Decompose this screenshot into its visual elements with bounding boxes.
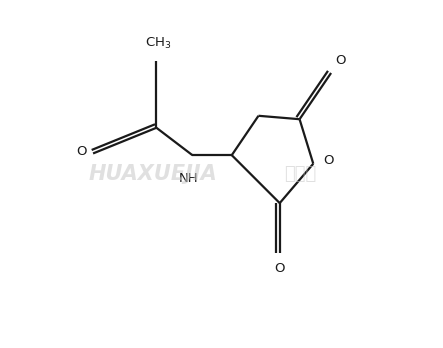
Text: O: O: [335, 54, 346, 67]
Text: HUAXUEJIA: HUAXUEJIA: [89, 164, 218, 184]
Text: CH$_3$: CH$_3$: [145, 36, 171, 52]
Text: O: O: [323, 155, 334, 167]
Text: O: O: [275, 262, 285, 275]
Text: NH: NH: [179, 172, 199, 184]
Text: O: O: [77, 145, 87, 158]
Text: 化学加: 化学加: [284, 165, 316, 183]
